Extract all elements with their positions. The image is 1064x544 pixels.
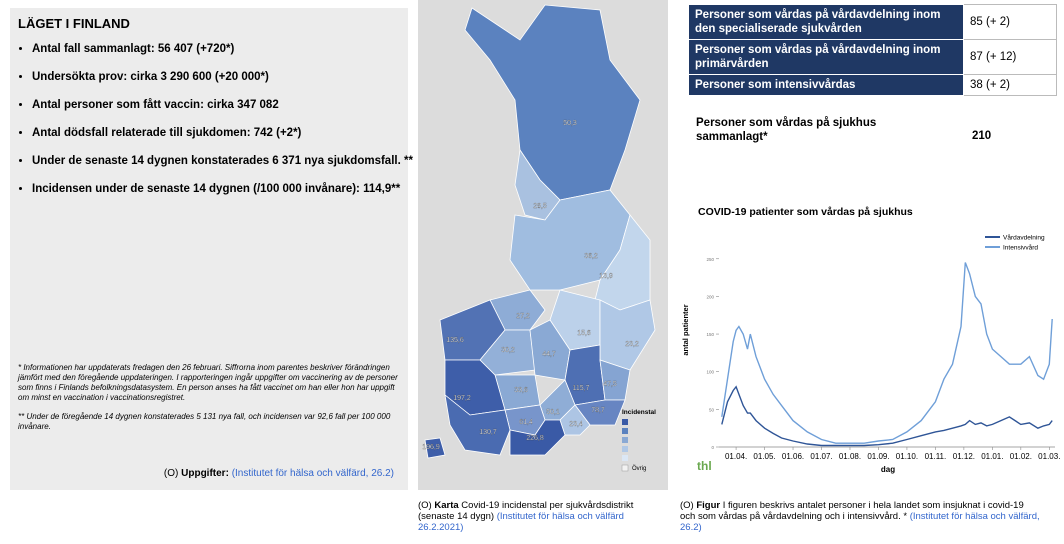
x-tick-label: 01.05.: [753, 452, 775, 461]
summary-panel: LÄGET I FINLAND Antal fall sammanlagt: 5…: [10, 8, 413, 490]
panel-title: LÄGET I FINLAND: [18, 16, 130, 31]
source: (O) Uppgifter: (Institutet för hälsa och…: [164, 468, 394, 479]
fact: Under de senaste 14 dygnen konstaterades…: [32, 154, 417, 169]
y-tick-label: 0: [711, 445, 714, 450]
district-label: 197,2: [453, 395, 471, 402]
fact: Incidensen under de senaste 14 dygnen (/…: [32, 182, 417, 197]
logo: thl: [697, 459, 712, 473]
series-line: [721, 262, 1053, 444]
fact: Antal personer som fått vaccin: cirka 34…: [32, 98, 417, 113]
y-tick-label: 200: [706, 294, 714, 299]
x-tick-label: 01.11.: [925, 452, 947, 461]
x-tick-label: 01.01.: [981, 452, 1003, 461]
district-label: 61,4: [519, 419, 533, 426]
source-link[interactable]: (Institutet för hälsa och välfärd, 26.2): [231, 468, 394, 479]
district-label: 50,3: [563, 120, 577, 127]
fact-list: Antal fall sammanlagt: 56 407 (+720*) Un…: [16, 42, 417, 210]
prefix: (O): [680, 500, 694, 511]
district-label: 33,6: [514, 387, 528, 394]
district-label: 226,8: [526, 435, 544, 442]
district-label: 78,7: [591, 407, 605, 414]
map-caption: (O) Karta Covid-19 incidenstal per sjukv…: [418, 500, 648, 533]
legend-swatch: [622, 446, 628, 452]
map: 50,3 28,5 36,2 13,9 27,2 15,6 23,2 135,6 30,2 44,…: [422, 4, 656, 472]
legend-swatch: [622, 419, 628, 425]
x-tick-label: 01.10.: [896, 452, 918, 461]
text: Covid-19 incidenstal per sjukvårdsdistri…: [418, 500, 634, 522]
row-label: Personer som intensivvårdas: [688, 74, 964, 96]
district-label: 23,2: [625, 341, 639, 348]
chart: 0 50 100 150 200 250 01.04. 01.05. 01.06. 01.07. 0…: [706, 234, 1060, 462]
chart-title: COVID-19 patienter som vårdas på sjukhus: [698, 206, 913, 218]
y-axis-label: antal patienter: [681, 304, 690, 355]
chart-caption: (O) Figur I figuren beskrivs antalet per…: [680, 500, 1040, 533]
label: Karta: [434, 500, 459, 511]
district-label: 27,2: [516, 313, 530, 320]
prefix: (O): [163, 468, 179, 479]
district: [444, 394, 511, 456]
legend-swatch: [622, 437, 628, 443]
y-tick-label: 250: [706, 257, 714, 262]
x-tick-label: 01.02.: [1010, 452, 1032, 461]
prefix: (O): [418, 500, 432, 511]
district-label: 196,9: [422, 444, 440, 451]
row-value: 85 (+ 2): [963, 4, 1057, 40]
district-label: 23,4: [569, 421, 583, 428]
legend-label: Vårdavdelning: [1003, 234, 1045, 242]
x-tick-label: 01.06.: [782, 452, 804, 461]
y-tick-label: 50: [709, 407, 715, 412]
caption-link[interactable]: (Institutet för hälsa och välfärd 26.2.2…: [418, 511, 624, 533]
map-legend-title: Incidenstal: [622, 409, 656, 416]
patient-table: Personer som vårdas på vårdavdelning ino…: [688, 4, 1057, 96]
legend-label: Intensivvård: [1003, 244, 1038, 252]
total-label: Personer som vårdas på sjukhus sammanlag…: [696, 117, 877, 143]
fact: Undersökta prov: cirka 3 290 600 (+20 00…: [32, 70, 417, 85]
x-tick-label: 01.09.: [867, 452, 889, 461]
legend-swatch: [622, 455, 628, 461]
note: ** Under de föregående 14 dygnen konstat…: [18, 412, 391, 431]
row-value: 38 (+ 2): [963, 74, 1057, 96]
district-label: 135,6: [446, 337, 464, 344]
district-label: 47,5: [603, 381, 617, 388]
legend-swatch: [621, 464, 629, 472]
x-axis-label: dag: [881, 465, 895, 474]
x-tick-label: 01.03.: [1038, 452, 1060, 461]
district-label: 130,7: [479, 429, 497, 436]
total-value: 210: [972, 130, 992, 142]
district-label: 115,7: [573, 385, 590, 392]
district-label: 50,1: [546, 409, 560, 416]
notes: * Informationen har uppdaterats fredagen…: [18, 363, 400, 441]
label: Uppgifter:: [181, 468, 229, 479]
note: * Informationen har uppdaterats fredagen…: [18, 363, 398, 402]
caption-link[interactable]: (Institutet för hälsa och välfärd, 26.2): [680, 511, 1040, 533]
district-label: 13,9: [599, 273, 613, 280]
row-label: Personer som vårdas på vårdavdelning ino…: [688, 39, 964, 75]
y-tick-label: 150: [706, 332, 714, 337]
label: Figur: [696, 500, 721, 511]
district: [424, 437, 446, 459]
x-tick-label: 01.08.: [839, 452, 861, 461]
text: I figuren beskrivs antalet personer i he…: [680, 500, 1024, 522]
legend-swatch: [622, 428, 628, 434]
y-tick-label: 100: [706, 370, 714, 375]
x-tick-label: 01.07.: [810, 452, 832, 461]
district-label: 30,2: [501, 347, 515, 354]
series-line: [721, 385, 1053, 447]
district: [509, 419, 566, 456]
fact: Antal fall sammanlagt: 56 407 (+720*): [32, 42, 417, 57]
map-legend-other: Övrig: [632, 465, 646, 472]
x-tick-label: 01.12.: [953, 452, 975, 461]
row-label: Personer som vårdas på vårdavdelning ino…: [688, 4, 964, 40]
district-label: 28,5: [533, 203, 547, 210]
district-label: 36,2: [584, 253, 598, 260]
x-tick-label: 01.04.: [725, 452, 747, 461]
district-label: 44,7: [542, 351, 556, 358]
fact: Antal dödsfall relaterade till sjukdomen…: [32, 126, 417, 141]
district-label: 15,6: [577, 330, 591, 337]
